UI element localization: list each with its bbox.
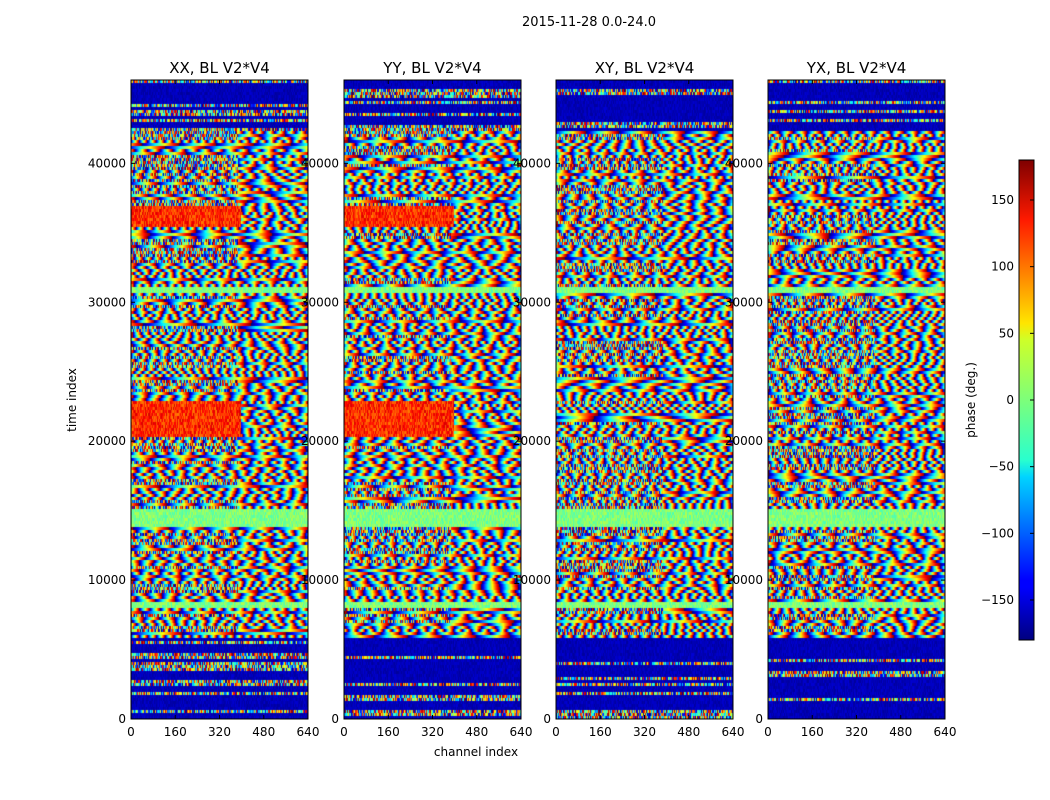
- y-tick-label: 0: [331, 712, 339, 726]
- heatmap-image: [131, 80, 308, 719]
- y-tick-label: 20000: [513, 434, 551, 448]
- y-tick-label: 10000: [88, 573, 126, 587]
- heatmap-panels: XX, BL V2*V4 0 160 320 480 640 0 10000 20000 3000…: [88, 59, 957, 739]
- y-tick-label: 20000: [301, 434, 339, 448]
- x-tick-label: 320: [845, 725, 868, 739]
- y-tick-label: 30000: [88, 295, 126, 309]
- panel-title: YY, BL V2*V4: [382, 59, 481, 77]
- heatmap-image: [344, 80, 521, 719]
- x-tick-label: 160: [377, 725, 400, 739]
- y-tick-label: 10000: [513, 573, 551, 587]
- x-tick-label: 320: [208, 725, 231, 739]
- y-tick-label: 30000: [513, 295, 551, 309]
- colorbar-tick-label: 0: [1006, 393, 1014, 407]
- x-tick-label: 480: [889, 725, 912, 739]
- y-tick-label: 20000: [725, 434, 763, 448]
- x-tick-label: 640: [297, 725, 320, 739]
- panel-title: YX, BL V2*V4: [806, 59, 907, 77]
- y-tick-label: 0: [755, 712, 763, 726]
- y-tick-label: 30000: [301, 295, 339, 309]
- figure-suptitle: 2015-11-28 0.0-24.0: [522, 15, 656, 30]
- y-tick-label: 0: [543, 712, 551, 726]
- heatmap-image: [556, 80, 733, 719]
- colorbar-label: phase (deg.): [964, 362, 978, 438]
- heatmap-panel: YY, BL V2*V4 0 160 320 480 640 0 10000 20000 3000…: [301, 59, 533, 739]
- x-tick-label: 160: [164, 725, 187, 739]
- colorbar-tick-label: 150: [991, 193, 1014, 207]
- x-tick-label: 320: [421, 725, 444, 739]
- colorbar-tick-label: 50: [999, 326, 1014, 340]
- colorbar-ticks: 150 100 50 0 −50 −100 −150: [981, 193, 1034, 607]
- colorbar: 150 100 50 0 −50 −100 −150 phase (deg.): [964, 159, 1035, 641]
- x-tick-label: 0: [340, 725, 348, 739]
- colorbar-tick-label: −50: [989, 460, 1014, 474]
- y-tick-label: 40000: [88, 156, 126, 170]
- heatmap-image: [768, 80, 945, 719]
- y-tick-label: 20000: [88, 434, 126, 448]
- x-tick-label: 640: [722, 725, 745, 739]
- x-tick-label: 640: [934, 725, 957, 739]
- panel-title: XX, BL V2*V4: [169, 59, 270, 77]
- y-tick-label: 40000: [513, 156, 551, 170]
- x-tick-label: 160: [589, 725, 612, 739]
- y-tick-label: 30000: [725, 295, 763, 309]
- y-tick-label: 10000: [725, 573, 763, 587]
- colorbar-tick-label: −150: [981, 593, 1014, 607]
- heatmap-panel: XY, BL V2*V4 0 160 320 480 640 0 10000 20000 3000…: [513, 59, 745, 739]
- heatmap-panel: YX, BL V2*V4 0 160 320 480 640 0 10000 20000 3000…: [725, 59, 957, 739]
- x-tick-label: 0: [127, 725, 135, 739]
- colorbar-tick-label: 100: [991, 260, 1014, 274]
- y-tick-label: 40000: [725, 156, 763, 170]
- x-tick-label: 0: [764, 725, 772, 739]
- x-tick-label: 480: [677, 725, 700, 739]
- x-tick-label: 160: [801, 725, 824, 739]
- x-tick-label: 480: [252, 725, 275, 739]
- y-tick-label: 40000: [301, 156, 339, 170]
- panel-title: XY, BL V2*V4: [595, 59, 695, 77]
- x-axis-label: channel index: [434, 745, 518, 759]
- heatmap-panel: XX, BL V2*V4 0 160 320 480 640 0 10000 20000 3000…: [88, 59, 320, 739]
- x-tick-label: 640: [510, 725, 533, 739]
- x-tick-label: 0: [552, 725, 560, 739]
- y-tick-label: 0: [118, 712, 126, 726]
- y-tick-label: 10000: [301, 573, 339, 587]
- colorbar-tick-label: −100: [981, 526, 1014, 540]
- x-tick-label: 320: [633, 725, 656, 739]
- y-axis-label: time index: [65, 368, 79, 432]
- x-tick-label: 480: [465, 725, 488, 739]
